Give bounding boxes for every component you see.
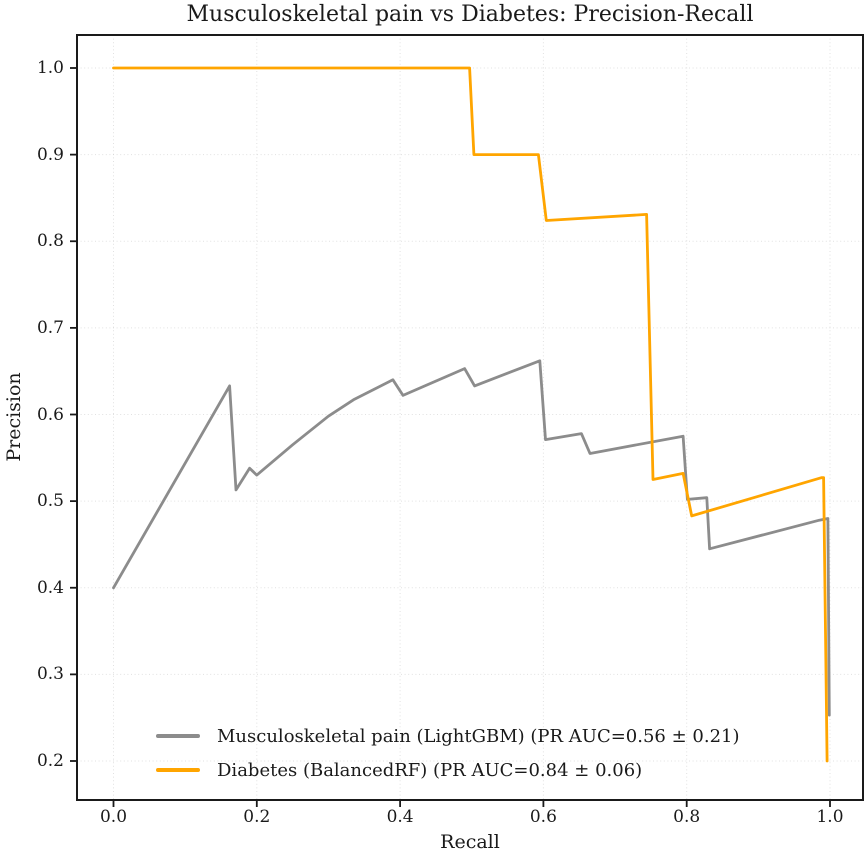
y-tick-label: 0.4	[36, 577, 64, 598]
axes-frame	[76, 34, 864, 801]
y-tick-label: 0.5	[36, 491, 64, 512]
series-lines	[112, 66, 831, 763]
y-tick-label: 0.8	[36, 231, 64, 252]
legend-label-musculoskeletal: Musculoskeletal pain (LightGBM) (PR AUC=…	[217, 725, 740, 747]
legend-line-sample-diabetes	[156, 768, 200, 772]
x-tick-label: 0.6	[529, 807, 557, 827]
y-tick-label: 0.7	[36, 317, 64, 338]
y-axis-label: Precision	[3, 372, 25, 462]
y-tick-label: 0.3	[36, 664, 64, 685]
legend: Musculoskeletal pain (LightGBM) (PR AUC=…	[156, 719, 740, 787]
legend-item-musculoskeletal: Musculoskeletal pain (LightGBM) (PR AUC=…	[156, 719, 740, 753]
x-tick-label: 0.4	[386, 807, 414, 827]
y-tick-label: 0.2	[36, 751, 64, 771]
legend-item-diabetes: Diabetes (BalancedRF) (PR AUC=0.84 ± 0.0…	[156, 753, 740, 787]
legend-label-diabetes: Diabetes (BalancedRF) (PR AUC=0.84 ± 0.0…	[217, 759, 643, 781]
axes-spines	[76, 34, 864, 801]
x-tick-label: 0.8	[673, 807, 701, 827]
y-tick-label: 1.0	[36, 58, 64, 78]
x-tick-label: 0.0	[99, 807, 128, 827]
chart-title: Musculoskeletal pain vs Diabetes: Precis…	[186, 2, 754, 27]
x-tick-label: 1.0	[816, 807, 844, 827]
series-line-musculoskeletal-pain	[112, 359, 831, 717]
tick-marks	[70, 67, 831, 807]
series-line-diabetes	[112, 66, 829, 763]
grid	[77, 35, 863, 800]
y-tick-label: 0.9	[36, 144, 64, 165]
x-axis-label: Recall	[440, 831, 500, 853]
x-tick-label: 0.2	[243, 807, 271, 827]
y-tick-label: 0.6	[36, 404, 64, 425]
legend-line-sample-musculoskeletal	[156, 734, 200, 738]
